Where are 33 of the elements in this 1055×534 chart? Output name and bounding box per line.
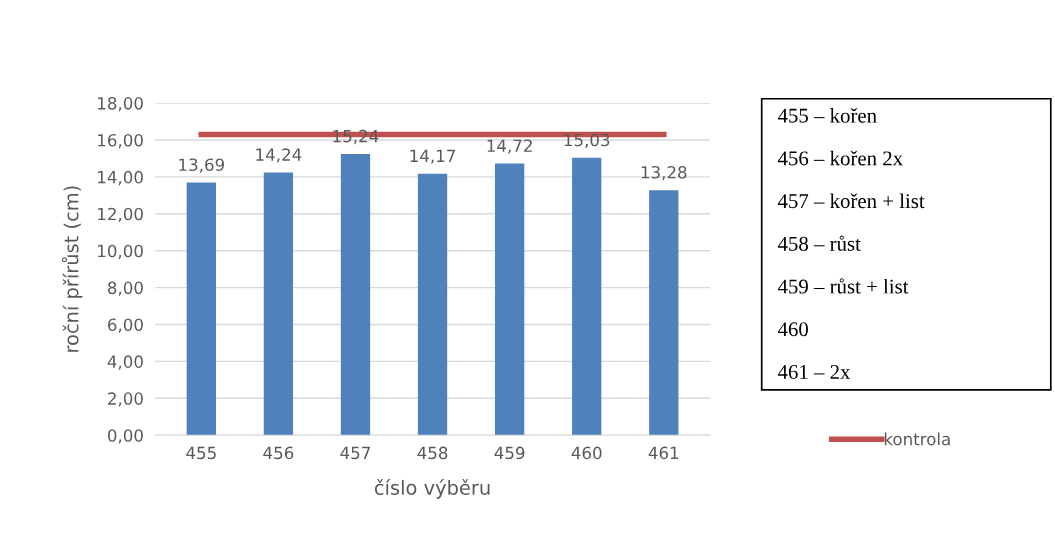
y-tick-label: 10,00: [98, 244, 143, 259]
data-label: 14,24: [256, 148, 302, 163]
text: 458 – růst: [777, 235, 861, 251]
y-tick-label: 4,00: [107, 355, 143, 370]
x-tick-label: 458: [417, 446, 448, 460]
y-tick-label: 16,00: [98, 133, 143, 149]
x-tick-label: 457: [340, 446, 370, 460]
text: 455 – kořen: [777, 107, 877, 123]
x-tick-label: 456: [263, 446, 294, 460]
x-tick-label: 459: [494, 446, 525, 460]
data-label: 14,17: [410, 149, 455, 164]
data-label: 15,03: [564, 133, 610, 148]
y-tick-label: 14,00: [98, 170, 143, 186]
legend-label: kontrola: [884, 432, 950, 446]
x-axis-title: číslo výběru: [374, 479, 490, 499]
y-tick-label: 8,00: [107, 281, 143, 296]
text: 456 – kořen 2x: [777, 150, 903, 166]
y-tick-label: 2,00: [108, 392, 143, 407]
data-label: 13,28: [641, 165, 687, 181]
data-label: 14,72: [487, 139, 532, 154]
text: 459 – růst + list: [777, 278, 909, 294]
y-tick-label: 18,00: [98, 97, 143, 112]
data-label: 13,69: [179, 158, 225, 173]
x-tick-label: 461: [648, 446, 679, 460]
x-tick-label: 455: [186, 446, 216, 460]
y-axis-title: roční přírůst (cm): [61, 186, 83, 352]
y-tick-label: 0,00: [107, 429, 143, 444]
text: 460: [777, 322, 808, 337]
y-tick-label: 12,00: [98, 207, 143, 223]
text: 457 – kořen + list: [777, 193, 925, 209]
y-tick-label: 6,00: [108, 318, 143, 333]
x-tick-label: 460: [571, 446, 602, 460]
text: 461 – 2x: [777, 365, 851, 380]
